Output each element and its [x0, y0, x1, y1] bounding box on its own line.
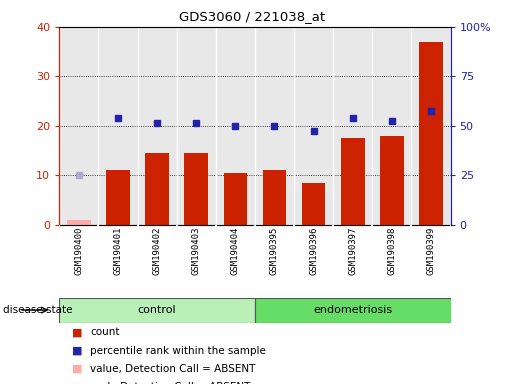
Text: GSM190396: GSM190396 — [309, 227, 318, 275]
Bar — [302, 183, 325, 225]
Text: GSM190397: GSM190397 — [348, 227, 357, 275]
Text: GSM190400: GSM190400 — [74, 227, 83, 275]
Bar — [263, 170, 286, 225]
Text: control: control — [138, 305, 176, 315]
Text: value, Detection Call = ABSENT: value, Detection Call = ABSENT — [90, 364, 255, 374]
Text: GSM190404: GSM190404 — [231, 227, 240, 275]
Text: GDS3060 / 221038_at: GDS3060 / 221038_at — [179, 10, 325, 23]
Bar — [59, 298, 255, 323]
Text: GSM190401: GSM190401 — [113, 227, 123, 275]
Text: ■: ■ — [72, 364, 82, 374]
Text: count: count — [90, 327, 119, 337]
Bar — [184, 153, 208, 225]
Text: ■: ■ — [72, 327, 82, 337]
Text: GSM190402: GSM190402 — [152, 227, 162, 275]
Text: GSM190399: GSM190399 — [426, 227, 436, 275]
Text: GSM190398: GSM190398 — [387, 227, 397, 275]
Text: endometriosis: endometriosis — [313, 305, 392, 315]
Text: disease state: disease state — [3, 305, 72, 315]
Bar — [341, 138, 365, 225]
Bar — [255, 298, 451, 323]
Bar — [224, 173, 247, 225]
Bar — [380, 136, 404, 225]
Text: GSM190403: GSM190403 — [192, 227, 201, 275]
Text: ■: ■ — [72, 346, 82, 356]
Text: GSM190395: GSM190395 — [270, 227, 279, 275]
Bar — [419, 42, 443, 225]
Bar — [145, 153, 169, 225]
Text: ■: ■ — [72, 382, 82, 384]
Bar — [67, 220, 91, 225]
Text: rank, Detection Call = ABSENT: rank, Detection Call = ABSENT — [90, 382, 250, 384]
Bar — [106, 170, 130, 225]
Text: percentile rank within the sample: percentile rank within the sample — [90, 346, 266, 356]
